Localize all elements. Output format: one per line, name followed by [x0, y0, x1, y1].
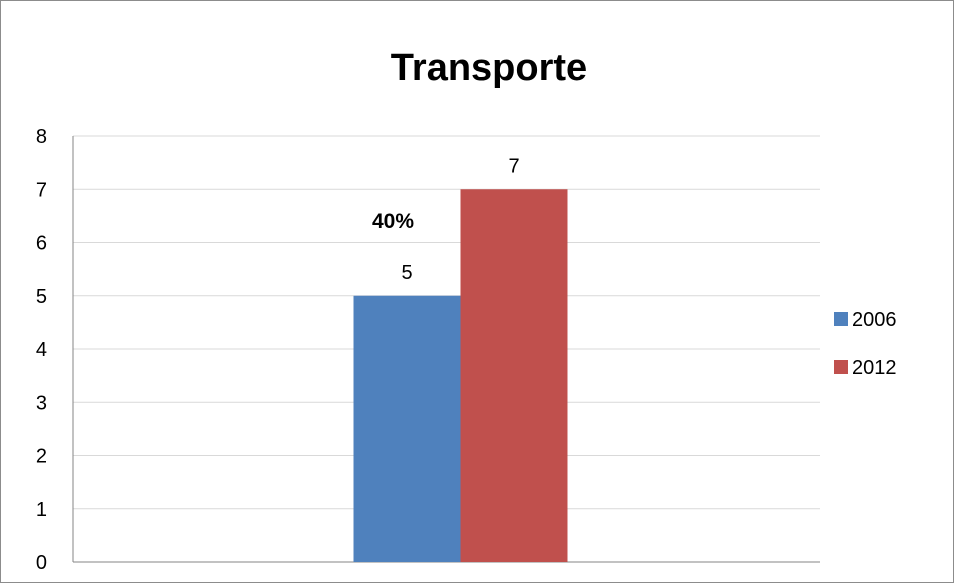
bars — [353, 189, 568, 562]
y-tick-label: 5 — [36, 286, 47, 308]
y-tick-label: 8 — [36, 126, 47, 148]
bar-2012 — [460, 189, 568, 562]
y-tick-label: 1 — [36, 499, 47, 521]
y-tick-label: 6 — [36, 233, 47, 255]
data-label-2012: 7 — [508, 155, 519, 177]
bar-2006 — [353, 295, 461, 562]
legend-swatch-2012 — [834, 360, 848, 374]
y-tick-label: 7 — [36, 179, 47, 201]
legend-label-2012: 2012 — [852, 357, 897, 379]
legend-label-2006: 2006 — [852, 309, 897, 331]
data-label-2006: 5 — [401, 262, 412, 284]
y-tick-label: 3 — [36, 392, 47, 414]
annotation-percent-change: 40% — [372, 210, 414, 233]
legend-swatch-2006 — [834, 312, 848, 326]
y-tick-label: 0 — [36, 552, 47, 574]
legend: 2006 2012 — [834, 309, 897, 379]
chart-title: Transporte — [391, 47, 587, 89]
y-tick-label: 4 — [36, 339, 47, 361]
data-labels: 57 — [401, 155, 519, 284]
y-axis-ticks: 0 1 2 3 4 5 6 7 8 — [36, 126, 47, 574]
y-tick-label: 2 — [36, 446, 47, 468]
